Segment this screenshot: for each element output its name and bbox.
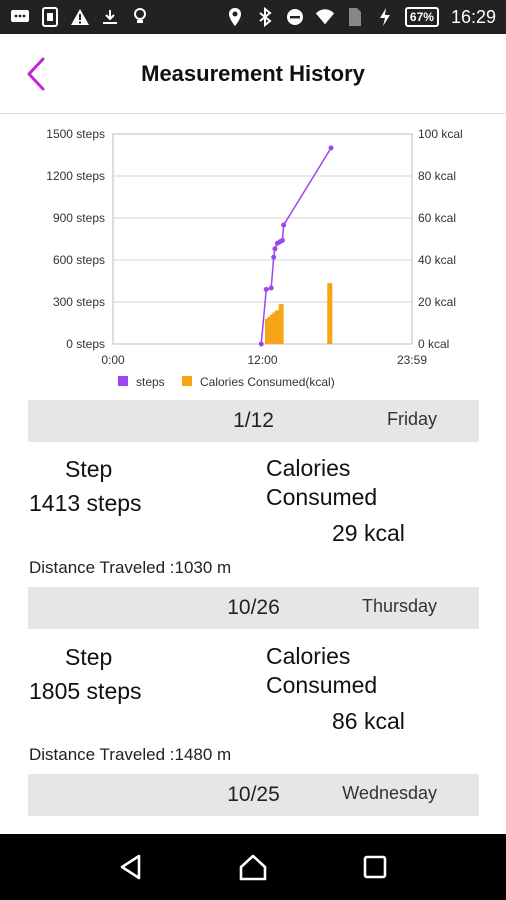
nav-back-button[interactable]	[109, 845, 153, 889]
sim-card-icon	[345, 7, 365, 27]
download-icon	[100, 7, 120, 27]
y-left-tick-label: 1200 steps	[46, 169, 105, 183]
calories-value: 29 kcal	[332, 520, 405, 546]
page-title: Measurement History	[141, 60, 365, 86]
y-left-tick-label: 0 steps	[66, 337, 105, 351]
steps-calories-chart: 1500 steps 1200 steps 900 steps 600 steps 30…	[0, 114, 506, 399]
home-icon	[239, 854, 267, 881]
y-left-tick-label: 300 steps	[53, 295, 105, 309]
y-left-tick-label: 900 steps	[53, 211, 105, 225]
step-label: Step	[65, 456, 113, 482]
battery-percent: 67	[409, 10, 424, 24]
step-label: Step	[65, 644, 113, 670]
step-value: 1805 steps	[29, 678, 142, 704]
notification-icons	[10, 7, 150, 27]
wifi-icon	[315, 7, 335, 27]
recents-square-icon	[363, 855, 387, 879]
x-tick-label: 0:00	[101, 353, 125, 367]
legend-label: steps	[136, 375, 165, 389]
calorie-bar	[274, 310, 280, 344]
steps-point	[268, 285, 274, 291]
legend-label: Calories Consumed(kcal)	[200, 375, 335, 389]
dnd-icon	[285, 7, 305, 27]
day-header[interactable]: 10/25 Wednesday	[28, 774, 479, 816]
system-nav-bar	[0, 834, 506, 900]
y-right-tick-label: 100 kcal	[418, 127, 463, 141]
x-tick-label: 23:59	[397, 353, 427, 367]
day-weekday: Wednesday	[342, 783, 437, 803]
calories-label: Calories Consumed	[266, 643, 378, 698]
day-date: 10/26	[227, 596, 280, 619]
history-content[interactable]: 1500 steps 1200 steps 900 steps 600 steps 30…	[0, 114, 506, 834]
steps-point	[271, 254, 277, 260]
bluetooth-icon	[255, 7, 275, 27]
warning-icon	[70, 7, 90, 27]
plot-area	[112, 133, 413, 345]
steps-point	[258, 341, 264, 347]
distance-traveled: Distance Traveled :1480 m	[29, 745, 232, 764]
steps-point	[281, 222, 287, 228]
day-weekday: Thursday	[361, 596, 437, 616]
y-left-tick-label: 1500 steps	[46, 127, 105, 141]
charging-icon	[375, 7, 395, 27]
y-right-tick-label: 80 kcal	[418, 169, 456, 183]
y-right-tick-label: 0 kcal	[418, 337, 449, 351]
bulb-icon	[130, 7, 150, 27]
nav-home-button[interactable]	[231, 845, 275, 889]
app-bar: Measurement History	[0, 34, 506, 114]
clock: 16:29	[450, 6, 496, 27]
steps-line	[260, 147, 332, 345]
calories-value: 86 kcal	[332, 708, 405, 734]
message-icon	[10, 7, 30, 27]
day-weekday: Friday	[386, 409, 437, 429]
legend-swatch	[182, 376, 192, 386]
y-left-tick-label: 600 steps	[53, 253, 105, 267]
x-tick-label: 12:00	[247, 353, 277, 367]
steps-point	[272, 246, 278, 252]
battery-indicator: 67%	[404, 7, 439, 27]
legend-swatch	[118, 376, 128, 386]
calories-label: Calories Consumed	[266, 455, 378, 510]
calorie-bar	[278, 304, 284, 344]
nav-recents-button[interactable]	[353, 845, 397, 889]
day-date: 1/12	[233, 409, 274, 432]
y-right-tick-label: 40 kcal	[418, 253, 456, 267]
back-triangle-icon	[120, 854, 141, 880]
back-button[interactable]	[18, 56, 54, 92]
y-right-tick-label: 60 kcal	[418, 211, 456, 225]
day-date: 10/25	[227, 783, 280, 806]
steps-point	[263, 286, 269, 292]
day-header[interactable]: 1/12 Friday	[28, 400, 479, 442]
chevron-left-icon	[27, 57, 45, 91]
day-header[interactable]: 10/26 Thursday	[28, 587, 479, 629]
distance-traveled: Distance Traveled :1030 m	[29, 558, 232, 577]
chart-svg: 1500 steps 1200 steps 900 steps 600 steps 30…	[46, 127, 463, 389]
y-right-tick-label: 20 kcal	[418, 295, 456, 309]
system-icons: 67% 16:29	[225, 7, 496, 28]
step-value: 1413 steps	[29, 490, 142, 516]
location-icon	[225, 7, 245, 27]
sim-icon	[40, 7, 60, 27]
calorie-bar	[327, 283, 333, 344]
steps-point	[279, 237, 285, 243]
status-bar: 67% 16:29	[0, 0, 506, 34]
steps-point	[328, 145, 334, 151]
